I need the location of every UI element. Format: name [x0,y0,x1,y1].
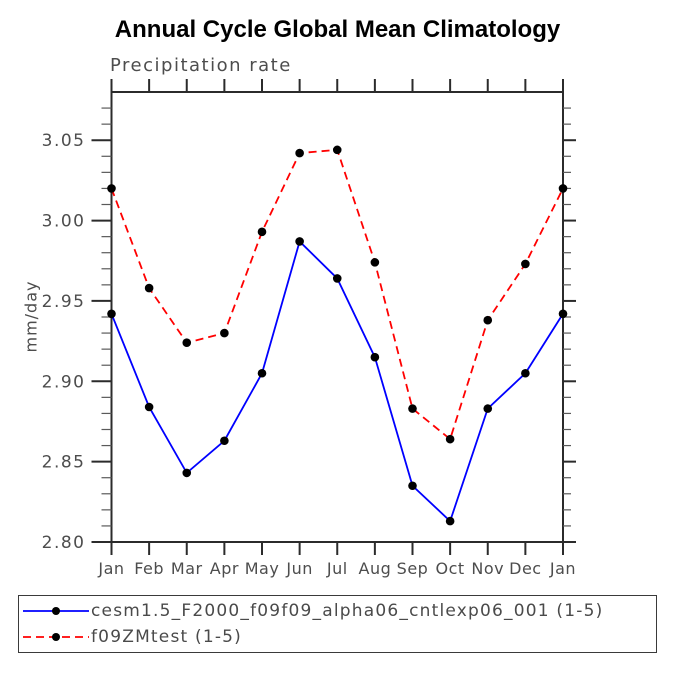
data-point [144,402,154,412]
data-point [144,283,154,293]
x-tick-label: Jan [549,559,576,578]
legend-dashed-line-icon [23,633,89,642]
data-point [370,352,380,362]
x-tick-label: May [245,559,280,578]
x-tick-label: Jul [326,559,348,578]
data-point [295,148,304,158]
x-tick-label: Feb [134,559,164,578]
x-tick-label: Nov [471,559,504,578]
x-tick-label: Apr [210,559,239,578]
data-point [107,309,116,319]
x-tick-label: Mar [171,559,203,578]
x-tick-label: Aug [359,559,392,578]
data-point [332,274,342,283]
data-point [408,404,417,413]
y-tick-label: 3.05 [42,131,86,151]
data-point [483,315,493,325]
y-tick-label: 2.90 [42,372,86,392]
x-tick-label: Dec [509,559,541,578]
y-tick-label: 3.00 [42,212,86,232]
chart-title: Annual Cycle Global Mean Climatology [114,16,561,43]
data-point [408,481,417,491]
data-point [295,237,304,246]
series-line-1 [110,148,564,441]
data-point [182,338,192,348]
x-tick-label: Jan [97,559,124,578]
line-chart-plot: 2.80 2.85 2.90 2.95 3.00 3.05 Jan Feb Mar Apr May J… [42,79,576,578]
legend-label-f09zmtest: f09ZMtest (1-5) [91,627,243,648]
x-tick-label: Oct [436,559,465,578]
data-point [521,259,530,269]
legend-item-cesm: cesm1.5_F2000_f09f09_alpha06_cntlexp06_0… [23,598,654,624]
data-point [257,368,267,378]
x-tick-label: Jun [285,559,313,578]
legend-solid-line-icon [23,606,89,615]
data-point [445,516,455,526]
data-point [521,368,530,378]
data-point [558,309,568,319]
y-tick-label: 2.85 [42,453,86,473]
y-tick-label: 2.80 [42,533,86,553]
data-point [107,184,116,193]
chart-subtitle: Precipitation rate [110,55,292,76]
x-tick-label: Sep [397,559,429,578]
data-point [257,227,267,237]
data-point [182,468,192,478]
data-point [332,145,342,155]
legend-box: cesm1.5_F2000_f09f09_alpha06_cntlexp06_0… [18,595,657,653]
data-point [483,404,493,413]
legend-item-f09zmtest: f09ZMtest (1-5) [23,624,654,650]
y-tick-label: 2.95 [42,292,86,312]
legend-label-cesm: cesm1.5_F2000_f09f09_alpha06_cntlexp06_0… [91,600,604,621]
data-point [220,436,229,446]
data-point [558,184,568,193]
data-point [220,328,229,338]
data-point [445,434,455,444]
plot-border [110,91,564,543]
series-line-0 [110,239,564,523]
data-point [370,258,380,267]
